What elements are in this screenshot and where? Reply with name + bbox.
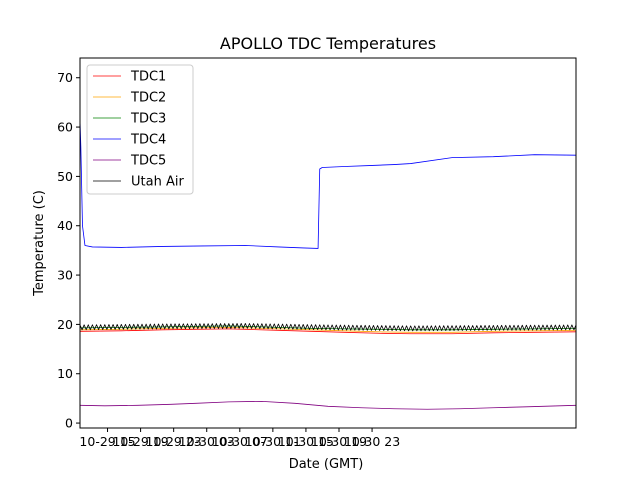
chart-title: APOLLO TDC Temperatures — [220, 34, 436, 53]
y-tick-label: 60 — [57, 120, 73, 135]
series-line-tdc3 — [79, 325, 577, 331]
legend-label: TDC3 — [130, 112, 166, 127]
x-axis-label: Date (GMT) — [289, 457, 364, 472]
x-tick-label: 10-29 23 — [146, 434, 202, 449]
y-tick-label: 0 — [65, 416, 73, 431]
y-tick-label: 70 — [57, 70, 73, 85]
y-tick-label: 20 — [57, 317, 73, 332]
x-tick-label: 10-30 03 — [179, 434, 235, 449]
legend-label: TDC5 — [130, 154, 166, 169]
y-axis-label: Temperature (C) — [32, 190, 47, 297]
series-line-tdc1 — [79, 328, 577, 335]
legend: TDC1 TDC2 TDC3 TDC4 TDC5 Utah Air — [86, 64, 194, 195]
x-tick-label: 10-29 15 — [79, 434, 135, 449]
x-tick-label: 10-29 19 — [112, 434, 168, 449]
legend-label: Utah Air — [131, 175, 184, 190]
series-line-tdc5 — [79, 400, 577, 410]
legend-label: TDC4 — [130, 133, 166, 148]
x-tick-label: 10-30 15 — [278, 434, 334, 449]
legend-label: TDC2 — [130, 91, 166, 106]
y-axis: 0 10 20 30 40 50 60 70 — [57, 70, 80, 431]
series-line-tdc2 — [79, 326, 577, 333]
series-line-utah-air — [79, 323, 577, 332]
x-tick-label: 10-30 19 — [311, 434, 367, 449]
y-tick-label: 30 — [57, 268, 73, 283]
x-tick-label: 10-30 07 — [212, 434, 268, 449]
x-tick-label: 10-30 23 — [344, 434, 400, 449]
series-line-tdc4 — [79, 119, 577, 249]
x-tick-label: 10-30 11 — [245, 434, 301, 449]
plot-area-lines — [79, 119, 577, 410]
legend-label: TDC1 — [130, 70, 166, 85]
y-tick-label: 40 — [57, 218, 73, 233]
y-tick-label: 10 — [57, 366, 73, 381]
plot-frame — [79, 57, 577, 429]
y-tick-label: 50 — [57, 169, 73, 184]
